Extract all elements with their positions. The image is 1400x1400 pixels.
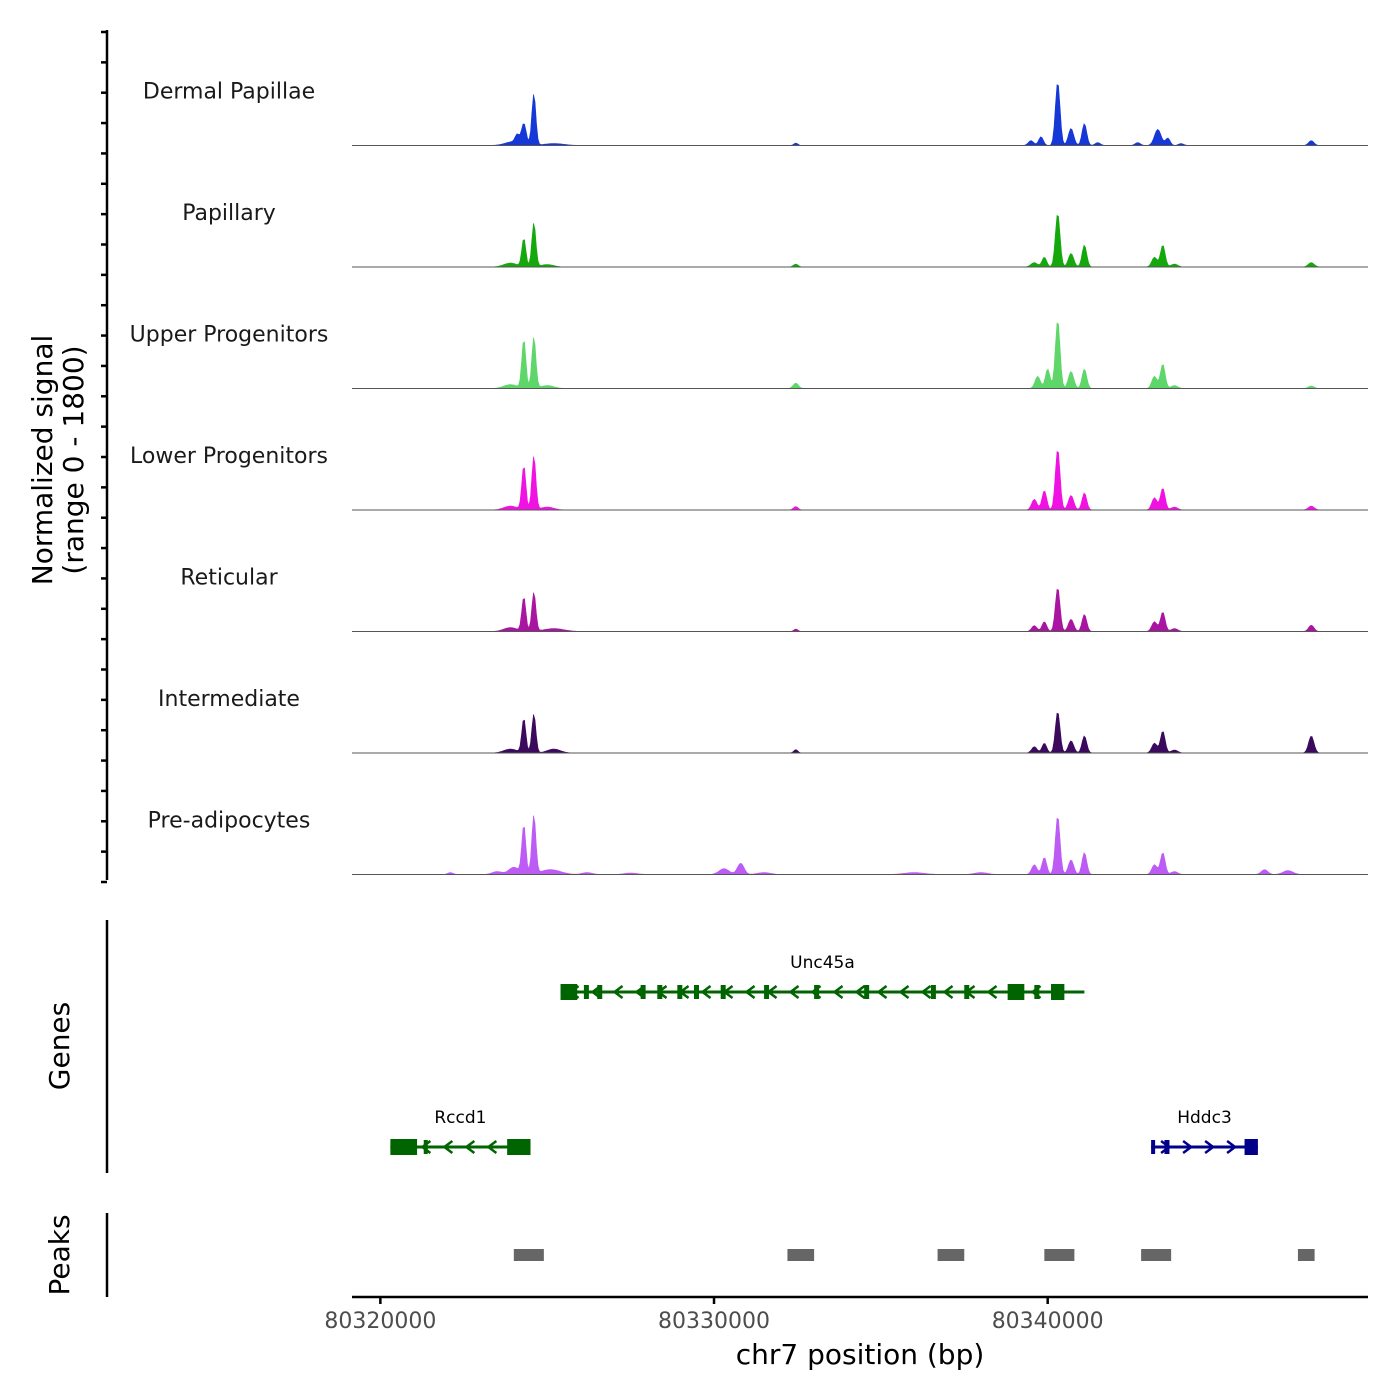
gene-exon-1-0 (390, 1139, 418, 1155)
coverage-area-5 (352, 712, 1368, 754)
gene-arrow-0-16 (920, 985, 932, 999)
gene-exon-0-2 (597, 985, 603, 999)
x-axis: 80320000 80330000 80340000 (324, 1295, 1368, 1334)
gene-exon-0-5 (677, 985, 683, 999)
gene-arrow-0-6 (700, 985, 712, 999)
coverage-area-1 (352, 215, 1368, 268)
gene-arrow-2-1 (1182, 1140, 1194, 1154)
peak-track (105, 1213, 1315, 1297)
gene-arrow-0-15 (898, 985, 910, 999)
coverage-area-3 (352, 450, 1368, 511)
track-labels: Dermal Papillae Papillary Upper Progenitor… (130, 80, 329, 834)
track-label-5: Intermediate (158, 687, 300, 712)
gene-arrow-2-2 (1204, 1140, 1216, 1154)
gene-arrow-0-19 (986, 985, 998, 999)
track-label-2: Upper Progenitors (130, 323, 329, 348)
coverage-area-0 (352, 84, 1368, 146)
gene-exon-2-1 (1164, 1140, 1170, 1154)
gene-arrow-0-12 (832, 985, 844, 999)
x-tick-label-1: 80330000 (658, 1309, 770, 1334)
gene-exon-0-14 (1034, 985, 1040, 999)
gene-exon-1-2 (507, 1139, 531, 1155)
gene-exon-0-7 (720, 985, 726, 999)
gene-arrow-0-8 (744, 985, 756, 999)
gene-label-0: Unc45a (790, 953, 855, 973)
gene-exon-0-10 (864, 985, 870, 999)
coverage-area-2 (352, 322, 1368, 389)
gene-arrow-0-13 (854, 985, 866, 999)
gene-arrow-0-2 (612, 985, 624, 999)
track-label-4: Reticular (180, 566, 278, 591)
gene-rccd1: Rccd1 (390, 1108, 531, 1155)
gene-exon-2-2 (1244, 1139, 1258, 1155)
gene-track: Unc45a Rccd1 Hddc3 (105, 920, 1258, 1173)
gene-arrow-1-2 (442, 1140, 454, 1154)
gene-arrow-0-10 (788, 985, 800, 999)
gene-exon-0-1 (583, 985, 589, 999)
gene-exon-0-4 (657, 985, 663, 999)
peak-bar-3 (1044, 1249, 1075, 1261)
gene-arrow-1-4 (486, 1140, 498, 1154)
gene-exon-0-8 (764, 985, 770, 999)
peak-bar-4 (1141, 1249, 1172, 1261)
gene-arrow-0-14 (876, 985, 888, 999)
gene-exon-0-3 (640, 985, 646, 999)
gene-exon-0-9 (814, 985, 820, 999)
gene-exon-1-1 (423, 1140, 428, 1154)
gene-exon-0-12 (964, 985, 970, 999)
y-axis-title-line1: Normalized signal (26, 335, 59, 586)
gene-exon-0-6 (694, 985, 700, 999)
track-label-1: Papillary (182, 201, 276, 226)
y-axis-title-line2: (range 0 - 1800) (57, 345, 90, 574)
peak-bar-5 (1297, 1249, 1315, 1261)
track-label-0: Dermal Papillae (143, 80, 315, 105)
gene-exon-2-0 (1151, 1140, 1156, 1154)
gene-hddc3: Hddc3 (1151, 1108, 1258, 1155)
coverage-tracks (352, 84, 1368, 875)
gene-arrow-2-3 (1226, 1140, 1238, 1154)
x-tick-label-2: 80340000 (992, 1309, 1104, 1334)
x-tick-label-0: 80320000 (324, 1309, 436, 1334)
coverage-area-6 (352, 815, 1368, 875)
gene-arrow-0-17 (942, 985, 954, 999)
gene-exon-0-11 (930, 985, 936, 999)
gene-arrow-1-3 (464, 1140, 476, 1154)
gene-exon-0-0 (560, 984, 578, 1000)
x-axis-title: chr7 position (bp) (736, 1338, 985, 1371)
signal-y-axis (101, 30, 109, 884)
peaks-panel-title: Peaks (43, 1214, 76, 1295)
gene-exon-0-13 (1007, 984, 1025, 1000)
gene-exon-0-15 (1051, 984, 1065, 1000)
track-label-3: Lower Progenitors (130, 444, 328, 469)
genes-panel-title: Genes (43, 1002, 76, 1090)
peak-bar-2 (937, 1249, 965, 1261)
gene-unc45a: Unc45a (560, 953, 1085, 1000)
gene-label-2: Hddc3 (1177, 1108, 1232, 1128)
peak-bar-1 (787, 1249, 815, 1261)
coverage-area-4 (352, 588, 1368, 632)
peak-bar-0 (513, 1249, 544, 1261)
track-label-6: Pre-adipocytes (148, 809, 311, 834)
gene-label-1: Rccd1 (434, 1108, 486, 1128)
